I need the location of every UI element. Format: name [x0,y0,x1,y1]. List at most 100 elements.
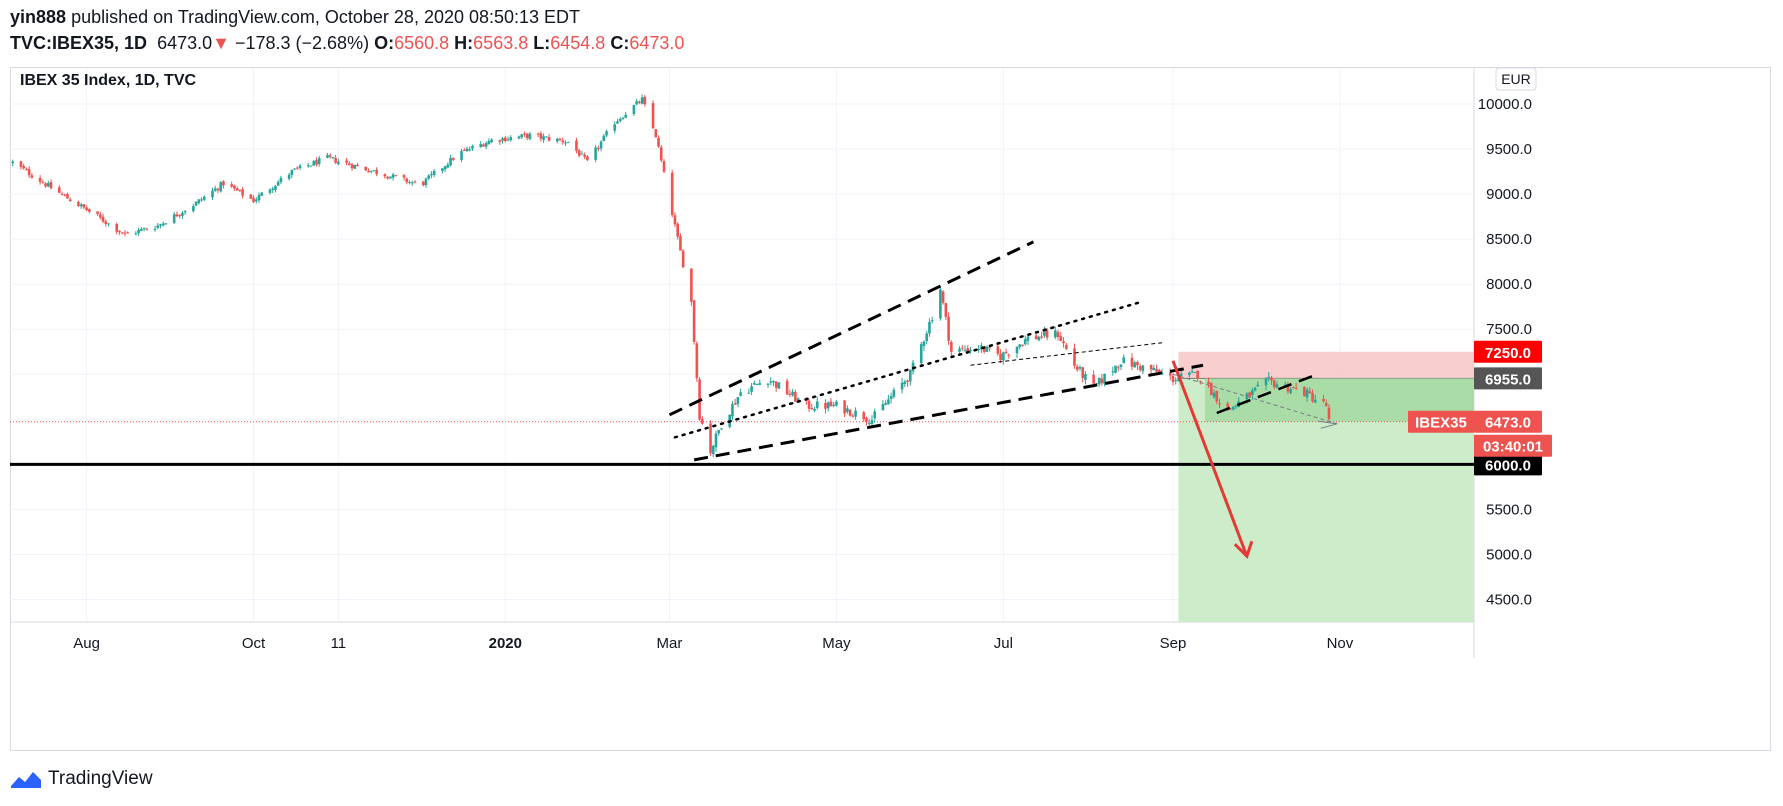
stop-price-tag-bg [1474,340,1542,363]
candle-body [22,166,25,169]
candle-body [733,403,737,405]
candle-body [145,228,149,230]
candle-body [164,223,168,225]
candle-body [503,137,507,142]
candle-body [711,445,715,455]
y-tick-label: 8500.0 [1486,231,1532,248]
candle-body [41,182,45,184]
candle-body [1210,382,1213,396]
tradingview-logo-icon[interactable] [10,769,42,789]
candle-body [558,138,562,140]
candle-body [484,143,488,147]
candle-body [490,139,493,143]
candle-body [564,142,567,144]
candle-body [104,221,108,224]
candle-body [66,193,69,199]
forecast-arrow-head [1233,540,1254,560]
candle-body [11,161,15,164]
candle-body [843,400,846,414]
symbol-quote-line: TVC:IBEX35, 1D 6473.0▼ −178.3 (−2.68%) O… [10,33,684,54]
candle-body [222,181,225,186]
candle-body [709,423,712,454]
candle-body [884,403,887,405]
candle-body [528,133,532,140]
candle-body [312,161,316,166]
dotted-trend-line [673,300,1142,439]
candle-body [123,232,127,234]
candle-body [1034,335,1038,340]
candle-body [520,134,524,138]
candle-body [996,346,1000,354]
candle-body [851,415,855,417]
candle-body [47,183,50,187]
candle-body [446,164,450,168]
candle-body [670,172,674,215]
candle-body [848,409,852,416]
candle-body [1059,336,1063,342]
currency-box [1495,67,1537,91]
candle-body [49,182,53,189]
candle-body [1190,371,1194,373]
candle-body [487,140,491,145]
candle-body [183,211,187,213]
candle-body [1130,357,1134,367]
candle-body [96,211,99,215]
candle-body [846,408,849,412]
high-value: 6563.8 [473,33,529,53]
candle-body [1179,373,1183,377]
candle-body [602,135,606,141]
candle-body [1177,377,1180,382]
candle-body [906,380,909,383]
candle-body [1015,346,1019,354]
chart-frame[interactable] [10,67,1771,751]
x-tick-label: Aug [73,635,100,652]
candle-body [1004,351,1008,354]
candle-body [1256,384,1260,387]
candle-body [1168,372,1172,376]
candle-body [252,197,255,203]
candle-body [545,136,548,138]
candle-body [118,230,121,233]
candle-body [383,174,387,177]
candle-body [791,391,794,396]
candle-body [287,174,291,179]
candle-body [216,188,220,191]
candle-body [1136,361,1139,366]
candle-body [211,190,214,198]
candle-body [523,133,526,135]
x-tick-label: Nov [1327,635,1354,652]
candle-body [213,188,217,191]
candle-body [1152,367,1156,371]
candle-body [922,341,926,347]
projection-arrowhead [1317,420,1338,429]
candle-body [424,178,428,186]
candle-body [1305,389,1309,398]
brand-name[interactable]: TradingView [48,768,153,789]
stop-price-tag: 7250.0 [1485,345,1531,362]
low-label: L: [533,33,551,53]
candle-body [739,392,742,396]
candle-body [988,347,991,349]
candle-body [679,236,682,251]
candle-body [389,176,392,179]
candle-body [755,383,759,385]
candle-body [115,224,119,232]
footer: TradingView [10,768,153,790]
candle-body [950,341,953,352]
candle-body [1324,403,1328,406]
candle-body [427,175,430,179]
author-name[interactable]: yin888 [10,7,67,27]
candle-body [298,165,302,169]
candle-body [254,199,258,202]
candle-body [583,154,586,157]
candle-body [673,215,677,225]
candle-body [1253,387,1257,391]
candle-body [410,182,414,184]
candle-body [408,181,411,183]
candle-body [257,195,261,201]
candle-body [982,346,986,352]
support-price-tag: 6000.0 [1485,457,1531,474]
candle-body [77,201,80,207]
candle-body [235,188,239,191]
